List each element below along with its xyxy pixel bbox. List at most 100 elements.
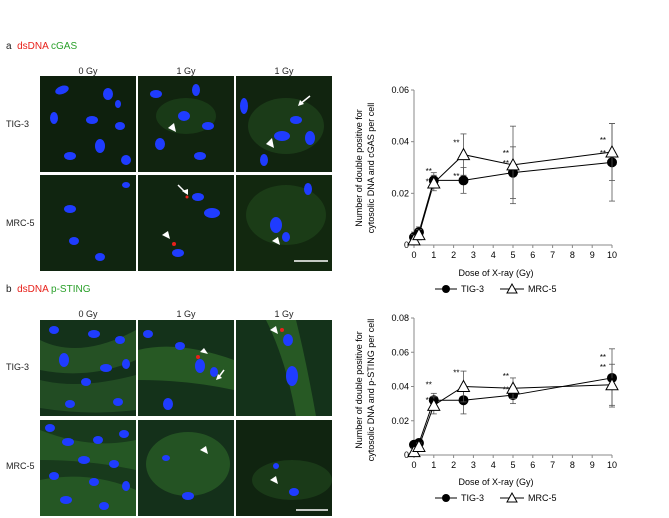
chart-b-ytick-label: 0: [404, 450, 409, 460]
micrograph-a-tig3-1gy-zoom: [236, 76, 332, 172]
chart-b-significance-label: **: [453, 368, 459, 377]
chart-a-xtick-label: 8: [570, 250, 575, 260]
chart-a-ytick-label: 0: [404, 240, 409, 250]
chart-a-point-mrc-5: [605, 144, 619, 158]
chart-b-point-mrc-5: [426, 398, 441, 411]
chart-a-ytick-label: 0.06: [391, 85, 409, 95]
chart-b-legend-tig3: TIG-3: [461, 493, 484, 503]
chart-b-xtick-label: 0: [411, 460, 416, 470]
panel-a-col-label-1gy-zoom: 1 Gy: [274, 66, 294, 76]
chart-a-significance-label: **: [503, 159, 509, 168]
micrograph-a-tig3-1gy: [138, 76, 234, 172]
panel-b-col-label-0gy: 0 Gy: [78, 309, 98, 319]
chart-b-significance-label: **: [600, 353, 606, 362]
chart-b-plot: 00.020.040.060.080 1 2 3 4 5 6 7 8 9 10****** *****…: [391, 313, 619, 470]
panel-a-label: a dsDNA cGAS: [6, 41, 77, 52]
chart-a-xtick-label: 4: [491, 250, 496, 260]
chart-b: Number of double positive for cytosolic …: [354, 313, 619, 503]
legend-tig3-marker-icon: [442, 494, 450, 502]
panel-b-stain-psting: p-STING: [51, 284, 91, 295]
chart-a-point-mrc-5: [456, 147, 471, 161]
chart-a-point-tig-3: [458, 175, 469, 186]
chart-b-point-mrc-5: [412, 439, 426, 452]
micrograph-b-mrc5-0gy: [40, 420, 136, 516]
chart-b-ytick-label: 0.06: [391, 347, 409, 357]
chart-a-xtick-label: 9: [590, 250, 595, 260]
micrograph-b-mrc5-1gy: [138, 420, 234, 516]
chart-b-point-mrc-5: [456, 379, 471, 392]
chart-b-legend: TIG-3 MRC-5: [435, 491, 557, 503]
panel-b-letter: b: [6, 284, 12, 295]
chart-b-significance-label: **: [600, 363, 606, 372]
chart-a-xtick-label: 1: [431, 250, 436, 260]
panel-a-letter: a: [6, 41, 12, 52]
panel-a-stain-dsdna: dsDNA: [17, 41, 49, 52]
panel-a-row-label-mrc5: MRC-5: [6, 218, 35, 228]
legend-mrc5-marker-icon: [506, 282, 518, 294]
chart-b-xtick-label: 8: [570, 460, 575, 470]
panel-b-stain-dsdna: dsDNA: [17, 284, 49, 295]
chart-a-significance-label: **: [426, 167, 432, 176]
chart-b-ylabel-line2: cytosolic DNA and p-STING per cell: [366, 319, 376, 462]
chart-b-legend-mrc5: MRC-5: [528, 493, 557, 503]
chart-b-xtick-label: 1: [431, 460, 436, 470]
micrograph-b-tig3-1gy: [138, 320, 234, 416]
chart-b-ytick-label: 0.02: [391, 416, 409, 426]
chart-a-significance-label: **: [600, 149, 606, 158]
chart-a-xlabel: Dose of X-ray (Gy): [458, 268, 533, 278]
chart-a-xtick-label: 0: [411, 250, 416, 260]
panel-b-col-label-1gy-zoom: 1 Gy: [274, 309, 294, 319]
micrograph-a-mrc5-1gy-zoom: [236, 175, 332, 271]
chart-a-significance-label: **: [426, 177, 432, 186]
chart-a-point-mrc-5: [412, 227, 426, 241]
chart-b-xtick-label: 7: [550, 460, 555, 470]
legend-mrc5-marker-icon: [506, 491, 518, 503]
chart-b-xtick-label: 4: [491, 460, 496, 470]
chart-a-legend-tig3: TIG-3: [461, 284, 484, 294]
chart-a-ylabel-line2: cytosolic DNA and cGAS per cell: [366, 103, 376, 234]
chart-b-xtick-label: 6: [530, 460, 535, 470]
chart-a-ylabel-line1: Number of double positive for: [354, 109, 364, 227]
chart-b-significance-label: **: [503, 372, 509, 381]
panel-a-stain-cgas: cGAS: [51, 41, 78, 52]
chart-a-xtick-label: 2: [451, 250, 456, 260]
chart-a-significance-label: **: [600, 136, 606, 145]
micrograph-a-mrc5-0gy: [40, 175, 136, 271]
panel-a-col-label-0gy: 0 Gy: [78, 66, 98, 76]
chart-b-significance-label: **: [426, 396, 432, 405]
panel-a-col-label-1gy: 1 Gy: [176, 66, 196, 76]
chart-b-xtick-label: 10: [607, 460, 617, 470]
chart-a-significance-label: **: [503, 149, 509, 158]
chart-a-significance-label: **: [453, 172, 459, 181]
panel-b-row-label-mrc5: MRC-5: [6, 461, 35, 471]
chart-a-xtick-label: 5: [510, 250, 515, 260]
chart-b-significance-label: **: [503, 385, 509, 394]
chart-b-ytick-label: 0.04: [391, 382, 409, 392]
micrograph-a-tig3-0gy: [40, 76, 136, 172]
chart-a-legend: TIG-3 MRC-5: [435, 282, 557, 294]
panel-b-col-label-1gy: 1 Gy: [176, 309, 196, 319]
chart-a-point-mrc-5: [506, 157, 520, 171]
chart-b-xlabel: Dose of X-ray (Gy): [458, 477, 533, 487]
chart-a-ytick-label: 0.04: [391, 137, 409, 147]
chart-a-xtick-label: 10: [607, 250, 617, 260]
micrograph-b-tig3-0gy: [40, 320, 136, 416]
chart-a: Number of double positive for cytosolic …: [354, 85, 619, 294]
chart-a-ytick-label: 0.02: [391, 188, 409, 198]
panel-b-row-label-tig3: TIG-3: [6, 362, 30, 372]
micrograph-a-mrc5-1gy: [138, 175, 234, 271]
chart-b-significance-label: **: [426, 380, 432, 389]
legend-tig3-marker-icon: [442, 285, 450, 293]
micrograph-b-mrc5-1gy-zoom: [236, 420, 332, 516]
chart-a-xtick-label: 3: [471, 250, 476, 260]
chart-a-significance-label: **: [453, 139, 459, 148]
chart-b-xtick-label: 2: [451, 460, 456, 470]
chart-b-point-mrc-5: [506, 381, 520, 394]
panel-b-label: b dsDNA p-STING: [6, 284, 90, 295]
chart-b-xtick-label: 9: [590, 460, 595, 470]
chart-b-ytick-label: 0.08: [391, 313, 409, 323]
chart-a-legend-mrc5: MRC-5: [528, 284, 557, 294]
chart-a-xtick-label: 7: [550, 250, 555, 260]
chart-b-ylabel-line1: Number of double positive for: [354, 331, 364, 449]
chart-b-xtick-label: 3: [471, 460, 476, 470]
